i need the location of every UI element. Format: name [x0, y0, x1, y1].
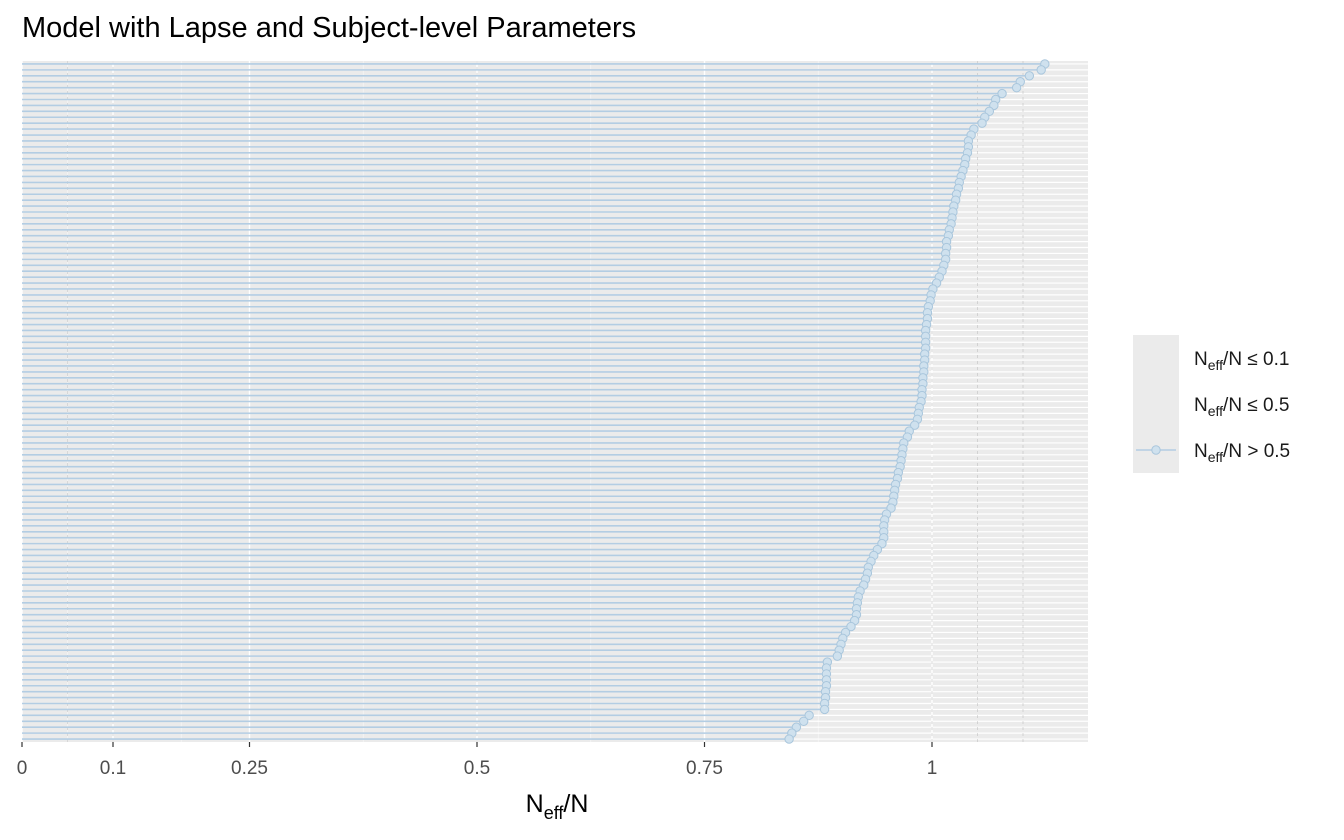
lollipop-point	[832, 651, 843, 661]
x-tick-label: 0.5	[464, 758, 490, 779]
lollipop-point	[846, 621, 856, 632]
lollipop-point	[819, 704, 830, 715]
legend-label: Neff/N ≤ 0.1	[1194, 349, 1289, 373]
legend-label: Neff/N > 0.5	[1194, 441, 1290, 465]
lollipop-point	[1024, 71, 1035, 81]
lollipop-point	[977, 118, 987, 128]
x-tick-label: 0.25	[231, 758, 268, 779]
x-tick-label: 0	[17, 758, 28, 779]
x-tick-label: 0.1	[100, 758, 126, 779]
lollipop-point	[1036, 65, 1046, 75]
legend-key	[1133, 381, 1179, 427]
lollipop-point	[798, 716, 809, 726]
lollipop-point	[804, 710, 814, 721]
lollipop-segments	[22, 63, 1045, 740]
x-axis: 0 0.1 0.25 0.5 0.75 1	[17, 742, 938, 779]
chart-title: Model with Lapse and Subject-level Param…	[22, 12, 637, 44]
legend-key	[1133, 335, 1179, 381]
lollipop-point	[997, 88, 1007, 99]
lollipop-point	[784, 734, 794, 744]
lollipop-points	[784, 59, 1050, 744]
x-axis-title: Neff/N	[526, 790, 589, 823]
lollipop-point	[1011, 82, 1022, 93]
x-tick-label: 1	[927, 758, 938, 779]
lollipop-point	[910, 420, 920, 430]
legend: Neff/N ≤ 0.1 Neff/N ≤ 0.5 Neff/N > 0.5	[1133, 335, 1290, 473]
legend-key-point	[1151, 445, 1161, 455]
legend-label: Neff/N ≤ 0.5	[1194, 395, 1289, 419]
x-tick-label: 0.75	[686, 758, 723, 779]
